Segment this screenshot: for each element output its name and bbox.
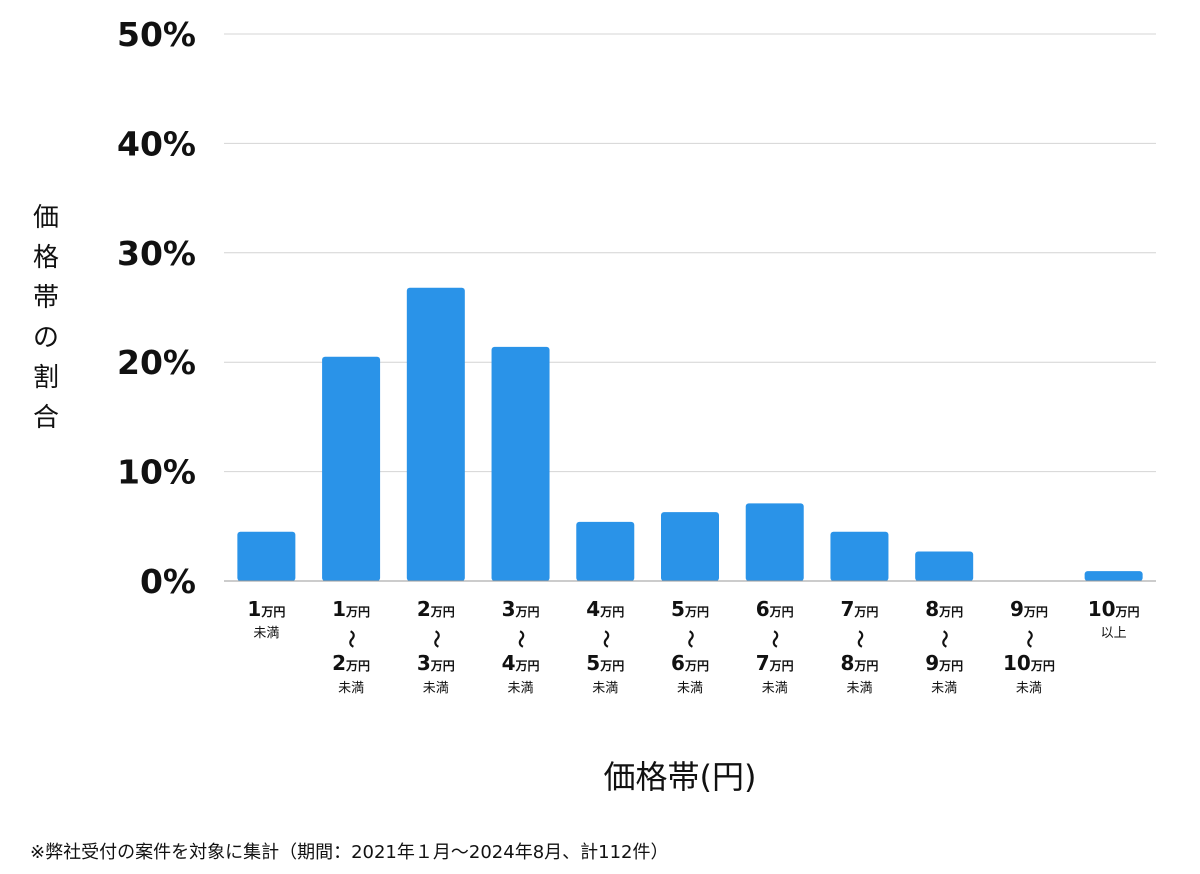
x-tick-line: 〜	[1018, 630, 1039, 648]
y-tick-label: 0%	[140, 562, 196, 601]
x-tick-line: 以上	[1101, 626, 1127, 641]
x-tick-line: 3万円	[417, 651, 455, 675]
x-axis-ticks: 1万円未満1万円〜2万円未満2万円〜3万円未満3万円〜4万円未満4万円〜5万円未…	[247, 597, 1139, 696]
x-tick-line: 6万円	[671, 651, 709, 675]
x-tick-line: 〜	[848, 630, 869, 648]
bar	[745, 503, 804, 581]
x-tick-line: 4万円	[502, 651, 540, 675]
x-tick-line: 9万円	[1010, 597, 1048, 621]
bar	[322, 356, 381, 581]
y-axis-ticks: 0% 10% 20% 30% 40% 50%	[117, 15, 196, 601]
x-tick-line: 7万円	[756, 651, 794, 675]
x-tick-line: 8万円	[840, 651, 878, 675]
bar	[830, 531, 889, 581]
x-tick-line: 未満	[253, 626, 279, 641]
x-tick-line: 9万円	[925, 651, 963, 675]
y-tick-label: 40%	[117, 124, 196, 163]
x-tick-line: 未満	[1016, 681, 1042, 696]
x-tick-line: 1万円	[247, 597, 285, 621]
x-tick-line: 2万円	[332, 651, 370, 675]
x-tick-line: 8万円	[925, 597, 963, 621]
footnote: ※弊社受付の案件を対象に集計（期間：2021年１月〜2024年8月、計112件）	[30, 842, 669, 863]
y-tick-label: 10%	[117, 453, 196, 492]
x-tick-line: 未満	[762, 681, 788, 696]
bar	[576, 521, 635, 581]
x-tick-line: 未満	[592, 681, 618, 696]
x-tick-line: 未満	[423, 681, 449, 696]
bars	[237, 287, 1143, 581]
x-tick-line: 〜	[425, 630, 446, 648]
x-axis-label: 価格帯(円)	[603, 758, 757, 796]
x-tick-line: 未満	[677, 681, 703, 696]
x-tick-line: 〜	[340, 630, 361, 648]
x-tick-line: 5万円	[586, 651, 624, 675]
bar	[406, 287, 465, 581]
x-tick-line: 3万円	[502, 597, 540, 621]
y-tick-label: 30%	[117, 234, 196, 273]
x-tick-line: 7万円	[840, 597, 878, 621]
bar	[1084, 571, 1143, 581]
x-tick-line: 1万円	[332, 597, 370, 621]
x-tick-line: 5万円	[671, 597, 709, 621]
x-tick-line: 〜	[594, 630, 615, 648]
bar	[237, 531, 296, 581]
x-tick-line: 〜	[933, 630, 954, 648]
y-axis-label: 価 格 帯 の 割 合	[32, 203, 59, 433]
x-tick-line: 〜	[510, 630, 531, 648]
bar	[491, 346, 550, 581]
x-tick-line: 未満	[846, 681, 872, 696]
bar	[915, 551, 974, 581]
bar	[661, 512, 719, 581]
x-tick-line: 〜	[764, 630, 785, 648]
x-tick-line: 4万円	[586, 597, 624, 621]
x-tick-line: 6万円	[756, 597, 794, 621]
x-tick-line: 未満	[508, 681, 534, 696]
y-tick-label: 50%	[117, 15, 196, 54]
x-tick-line: 10万円	[1088, 597, 1140, 621]
x-tick-line: 10万円	[1003, 651, 1055, 675]
x-tick-line: 未満	[931, 681, 957, 696]
x-tick-line: 未満	[338, 681, 364, 696]
x-tick-line: 〜	[679, 630, 700, 648]
x-tick-line: 2万円	[417, 597, 455, 621]
y-tick-label: 20%	[117, 343, 196, 382]
